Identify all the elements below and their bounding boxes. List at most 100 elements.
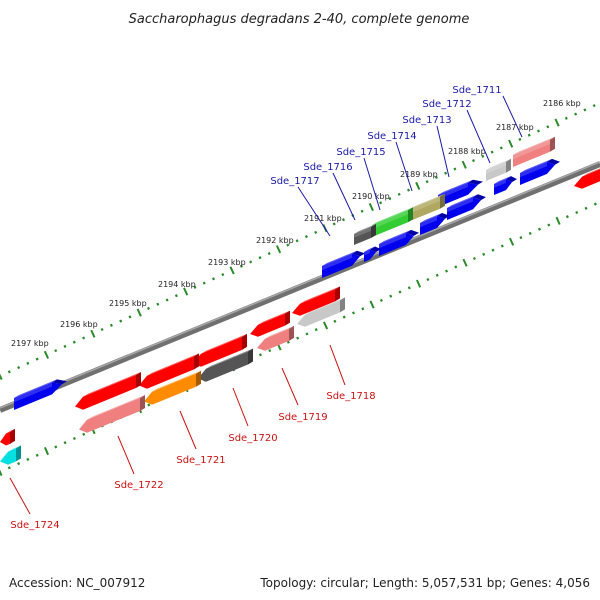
gene-arrow-sde-1722 [79,395,145,433]
minor-tick [211,277,216,281]
gene-label[interactable]: Sde_1711 [452,85,501,96]
gene-arrow-red-a [292,286,340,316]
minor-tick [82,336,86,340]
gene-label[interactable]: Sde_1715 [336,147,385,158]
minor-tick [202,281,206,285]
gene-arrow-sde-1715 [372,207,413,237]
minor-tick [17,366,21,370]
minor-tick [444,171,448,175]
minor-tick [239,264,243,268]
gene-arrow-sde-1716 [354,224,376,245]
minor-tick [165,298,169,302]
minor-tick [425,180,429,184]
kbp-tick-label: 2194 kbp [158,280,196,289]
major-tick [136,308,142,317]
minor-tick [268,349,272,353]
minor-tick [286,340,290,344]
major-tick [90,329,96,338]
minor-tick [481,154,485,158]
minor-tick [332,222,336,226]
minor-tick [536,129,541,133]
leader-line [363,157,381,211]
minor-tick [100,327,104,332]
minor-tick [314,230,318,234]
leader-line [329,344,346,386]
leader-line [436,125,450,178]
minor-tick [434,175,438,180]
minor-tick [72,340,76,344]
minor-tick [500,244,504,248]
leader-line [117,435,135,475]
major-tick [462,258,468,267]
accession-text: Accession: NC_007912 [9,576,145,590]
gene-arrow-sde-1711 [513,136,555,167]
minor-tick [592,104,596,108]
gene-label[interactable]: Sde_1718 [326,391,375,402]
minor-tick [471,159,476,163]
kbp-tick-label: 2187 kbp [496,123,534,132]
minor-tick [128,315,132,319]
minor-tick [360,209,364,213]
minor-tick [537,227,542,231]
major-tick [554,118,560,127]
minor-tick [379,298,383,302]
minor-tick [453,167,457,171]
gene-labels: Sde_1711 Sde_1712 Sde_1713 Sde_1714 Sde_1715… [10,85,501,531]
minor-tick [454,265,458,269]
gene-label[interactable]: Sde_1722 [114,480,163,491]
major-tick [0,469,3,477]
minor-tick [63,344,67,348]
kbp-tick-label: 2196 kbp [60,320,98,329]
gene-label[interactable]: Sde_1717 [270,176,319,187]
gene-arrow-upstream-blue [14,379,67,410]
minor-tick [341,218,346,222]
minor-tick [193,285,197,289]
gene-arrow-sde-1712 [486,158,511,181]
minor-tick [435,273,439,277]
minor-tick [267,251,271,256]
minor-tick [426,277,430,282]
gene-label[interactable]: Sde_1721 [176,455,225,466]
kbp-tick-label: 2195 kbp [109,299,147,308]
kbp-tick-labels: 2186 kbp 2187 kbp 2188 kbp 2189 kbp 2190 kbp… [11,99,581,348]
minor-tick [82,432,86,436]
minor-tick [519,236,523,240]
minor-tick [72,436,76,441]
leader-line [297,186,331,237]
kbp-tick-label: 2190 kbp [352,192,390,201]
gene-label[interactable]: Sde_1714 [367,131,416,142]
gene-label[interactable]: Sde_1724 [10,520,59,531]
gene-arrow-red-b [250,310,290,337]
gene-arrow-sde-1720 [198,348,253,382]
gene-arrow-sde-1717 [322,250,365,278]
major-tick [461,160,467,169]
gene-arrow-sde-1721 [144,370,201,405]
minor-tick [584,206,588,210]
kbp-tick-label: 2188 kbp [448,147,486,156]
minor-tick [258,256,262,260]
gene-label[interactable]: Sde_1713 [402,115,451,126]
gene-arrow-blue-right [520,158,560,185]
genome-title: Saccharophagus degradans 2-40, complete … [129,12,470,27]
gene-arrow-red-d [139,353,199,389]
minor-tick [583,108,587,112]
minor-tick [286,243,290,247]
minor-tick [119,319,123,323]
gene-arrow-sde-1719 [257,325,294,351]
genome-backbone [0,161,600,413]
major-tick [275,245,282,254]
gene-label[interactable]: Sde_1716 [303,162,352,173]
gene-arrow-blue-small [420,213,450,235]
gene-arrow-red-edge [574,168,600,189]
gene-label[interactable]: Sde_1712 [422,99,471,110]
major-tick [508,139,514,148]
gene-label[interactable]: Sde_1719 [278,412,327,423]
gene-arrow-red-c [193,333,247,367]
minor-tick [527,133,531,137]
leader-line [281,367,299,406]
minor-tick [296,336,300,340]
gene-label[interactable]: Sde_1720 [228,433,277,444]
minor-tick [398,290,402,294]
minor-tick [361,307,365,311]
